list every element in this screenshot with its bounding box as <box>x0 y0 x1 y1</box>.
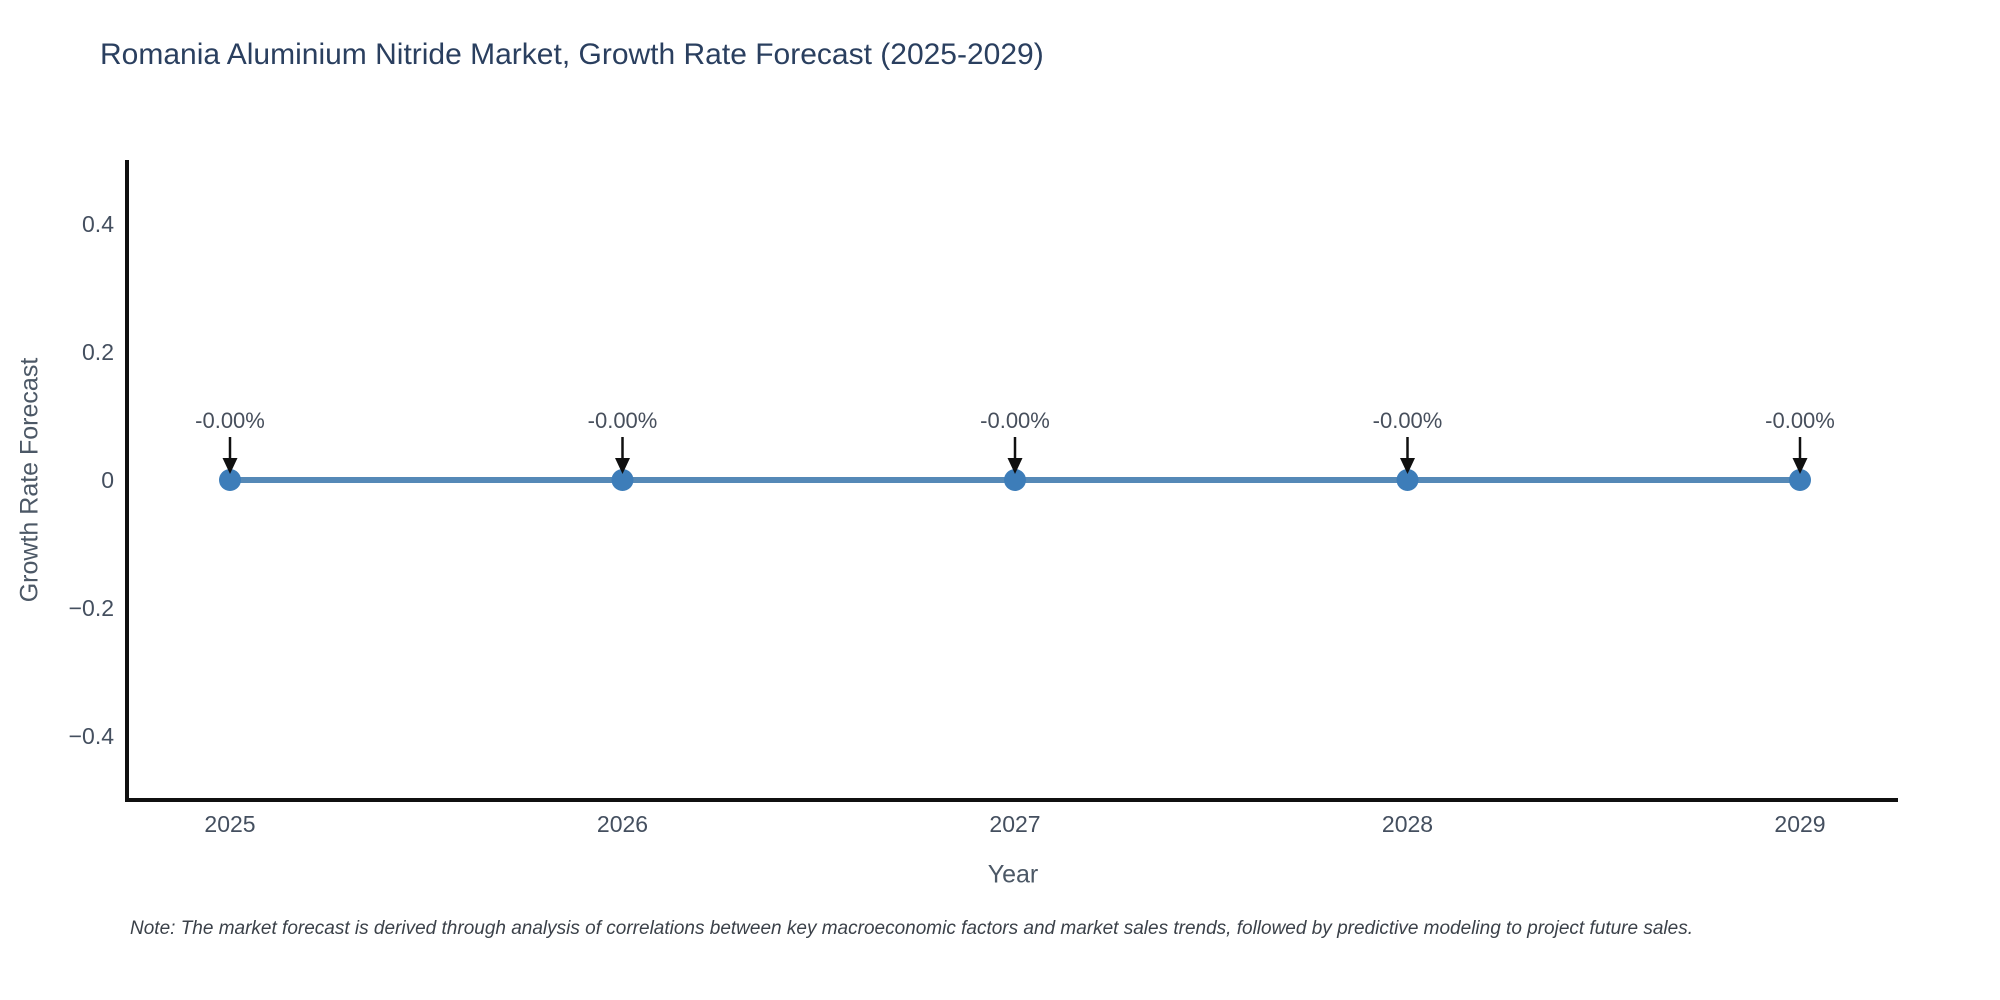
chart-title: Romania Aluminium Nitride Market, Growth… <box>100 38 1044 71</box>
annotation-arrowhead <box>1007 458 1023 474</box>
annotation-label: -0.00% <box>588 408 658 433</box>
x-tick-label: 2026 <box>597 811 648 837</box>
data-point-marker <box>611 469 634 491</box>
x-tick-label: 2025 <box>204 811 255 837</box>
annotation-label: -0.00% <box>195 408 265 433</box>
data-point-marker <box>1789 469 1811 491</box>
y-tick-label: −0.2 <box>69 595 114 621</box>
x-axis-title: Year <box>987 860 1039 889</box>
annotation-arrowhead <box>222 458 238 474</box>
annotation-arrowhead <box>1400 458 1415 474</box>
annotation-label: -0.00% <box>980 408 1050 433</box>
x-tick-label: 2029 <box>1774 811 1825 837</box>
footnote: Note: The market forecast is derived thr… <box>130 918 1693 939</box>
x-tick-label: 2027 <box>989 811 1040 837</box>
data-point-marker <box>219 469 241 491</box>
annotation-arrowhead <box>615 458 630 474</box>
annotation-arrowhead <box>1792 458 1808 474</box>
x-tick-label: 2028 <box>1382 811 1433 837</box>
annotation-label: -0.00% <box>1373 408 1443 433</box>
y-tick-label: 0.4 <box>82 211 114 237</box>
y-tick-label: −0.4 <box>69 723 115 749</box>
data-point-marker <box>1004 469 1026 491</box>
annotation-label: -0.00% <box>1765 408 1835 433</box>
y-tick-label: 0.2 <box>82 339 114 365</box>
data-point-marker <box>1396 469 1419 491</box>
y-tick-label: 0 <box>101 467 114 493</box>
